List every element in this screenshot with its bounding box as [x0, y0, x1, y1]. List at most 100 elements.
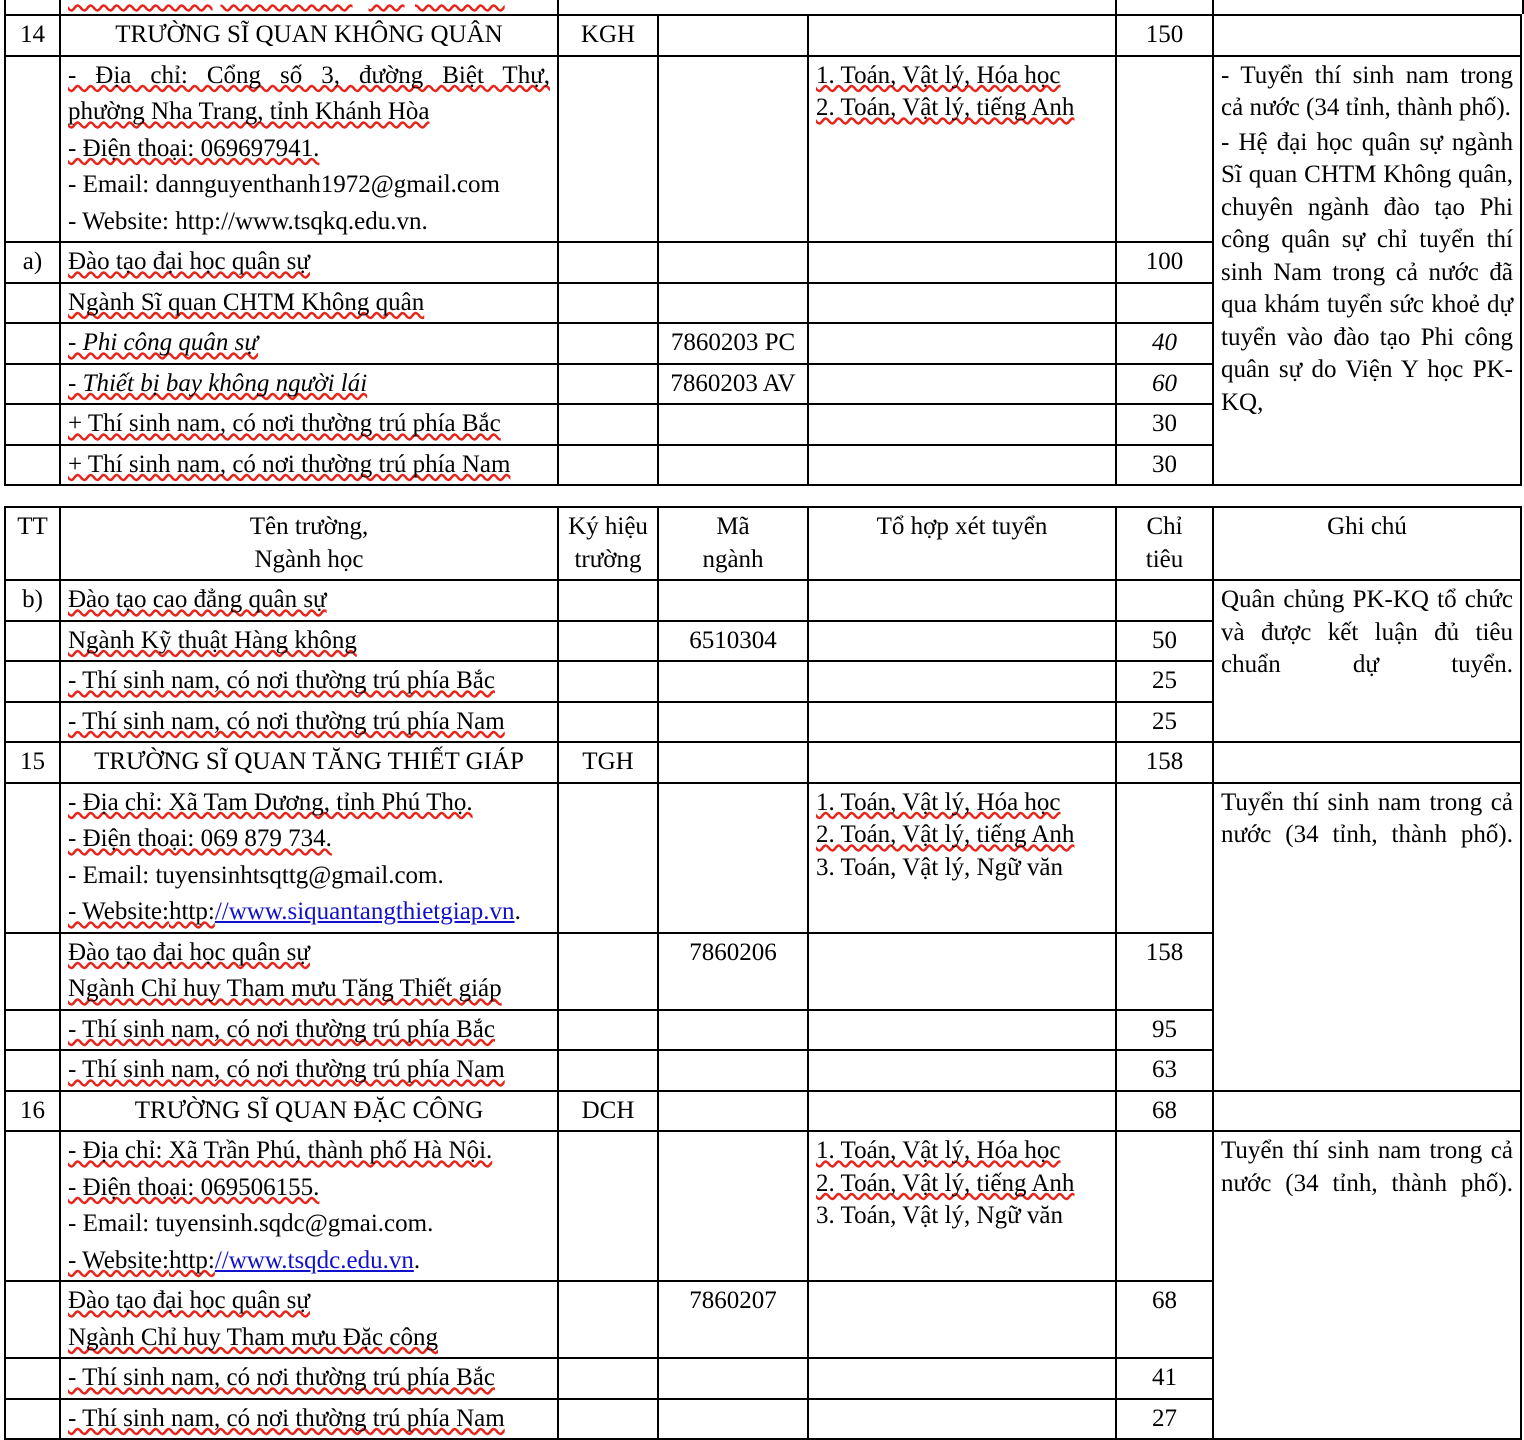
cell-tt: b): [4, 579, 61, 622]
contact-phone: - Điện thoại: 069 879 734.: [68, 825, 332, 852]
cell-school-symbol: [557, 362, 659, 405]
website-link[interactable]: //www.siquantangthietgiap.vn: [214, 898, 515, 925]
cell-quota: 95: [1115, 1008, 1214, 1051]
cell-combination: [807, 322, 1117, 365]
website-link[interactable]: http://www.tsqkq.edu.vn.: [175, 207, 428, 235]
cell-school-symbol: [557, 281, 659, 324]
contact-website: - Website: http://www.tsqkq.edu.vn.: [68, 207, 428, 235]
contact-email: - Email: dannguyenthanh1972@gmail.com: [68, 171, 500, 198]
table-row: - Thí sinh nam, có nơi thường trú phía B…: [4, 660, 1521, 703]
cell-tt: [4, 1130, 61, 1282]
cell-major-code: [657, 579, 809, 622]
cell-note-section-b: Quân chủng PK-KQ tổ chức và được kết luậ…: [1212, 579, 1522, 743]
table-row-contact: - Địa chỉ: Xã Trần Phú, thành phố Hà Nội…: [4, 1130, 1522, 1440]
table-row-program: Đào tạo đại học quân sự Ngành Chỉ huy Th…: [4, 931, 1521, 1011]
cell-combination: 1. Toán, Vật lý, Hóa học 2. Toán, Vật lý…: [807, 54, 1117, 243]
cell-school-symbol: [557, 1049, 659, 1092]
cell-tt: [4, 931, 61, 1011]
contact-address: - Địa chỉ: Xã Tam Dương, tỉnh Phú Thọ.: [68, 788, 473, 816]
cell-program-name: - Thí sinh nam, có nơi thường trú phía N…: [59, 1397, 559, 1440]
contact-email: - Email: tuyensinhtsqttg@gmail.com.: [68, 861, 444, 889]
cell-quota: 68: [1115, 1089, 1214, 1132]
cell-combination: [807, 443, 1117, 486]
cell-program-name: Đào tạo đại học quân sự Ngành Chỉ huy Th…: [59, 931, 559, 1011]
cell-combination: [807, 619, 1117, 662]
contact-website: - Website:http://www.siquantangthietgiap…: [68, 898, 521, 925]
cell-school-symbol: [557, 700, 659, 743]
cell-combination: [807, 1049, 1117, 1092]
cell-quota: 30: [1115, 443, 1214, 486]
cell-combination: [807, 281, 1117, 324]
contact-address-line1: - Địa chỉ: Cổng số 3, đường Biệt Thự,: [68, 61, 550, 89]
cell-school-name: TRƯỜNG SĨ QUAN TĂNG THIẾT GIÁP: [59, 741, 559, 784]
cell-combination: [807, 1089, 1117, 1132]
table-schools-15-16: TT Tên trường, Ngành học Ký hiệu trường …: [4, 506, 1522, 1440]
cell-school-symbol: [557, 1280, 659, 1359]
cell-note: [1212, 14, 1522, 57]
contact-website: - Website:http://www.tsqdc.edu.vn.: [68, 1246, 421, 1274]
table-row-contact: - Địa chỉ: Xã Tam Dương, tỉnh Phú Thọ. -…: [4, 781, 1522, 1092]
note-paragraph: - Hệ đại học quân sự ngành Sĩ quan CHTM …: [1221, 128, 1513, 416]
cell-school-name: TRƯỜNG SĨ QUAN KHÔNG QUÂN: [59, 14, 559, 57]
table-header-row: TT Tên trường, Ngành học Ký hiệu trường …: [4, 506, 1522, 581]
cell-tt: [4, 1008, 61, 1051]
clipped-top-row: - Thí sinh nam, có nơi thường trú phía N…: [4, 0, 1524, 14]
header-major-code: Mã ngành: [657, 506, 809, 581]
cell-school-symbol: [557, 322, 659, 365]
note-paragraph: Tuyển thí sinh nam trong cả nước (34 tỉn…: [1221, 788, 1513, 849]
cell-quota: [1115, 1130, 1214, 1282]
cell-quota: [1115, 54, 1214, 243]
cell-school-symbol: [557, 931, 659, 1011]
combination-item: 3. Toán, Vật lý, Ngữ văn: [816, 1202, 1063, 1229]
cell-school-symbol: [557, 403, 659, 446]
table-row: a) Đào tạo đại học quân sự 100: [4, 241, 1521, 284]
cell-school-symbol: [557, 579, 659, 622]
website-link[interactable]: //www.tsqdc.edu.vn: [214, 1246, 414, 1274]
cell-major-code: 6510304: [657, 619, 809, 662]
table-row: - Thiết bị bay không người lái 7860203 A…: [4, 362, 1521, 405]
note-paragraph: Tuyển thí sinh nam trong cả nước (34 tỉn…: [1221, 1137, 1513, 1197]
cell-major-code: [657, 781, 809, 934]
contact-email: - Email: tuyensinh.sqdc@gmai.com.: [68, 1210, 434, 1237]
cell-quota: 41: [1115, 1357, 1214, 1400]
cell-combination: [807, 931, 1117, 1011]
cell-school-symbol: [557, 241, 659, 284]
cell-school-symbol: [557, 1130, 659, 1282]
cell-quota: 158: [1115, 931, 1214, 1011]
combination-item: 1. Toán, Vật lý, Hóa học: [816, 788, 1061, 816]
cell-school-name: TRƯỜNG SĨ QUAN ĐẶC CÔNG: [59, 1089, 559, 1132]
cell-combination: 1. Toán, Vật lý, Hóa học 2. Toán, Vật lý…: [807, 781, 1117, 934]
cell-note: [1212, 741, 1522, 784]
cell-tt: [4, 1357, 61, 1400]
cell-tt: [4, 619, 61, 662]
table-row-section-b: b) Đào tạo cao đẳng quân sự Quân chủng P…: [4, 579, 1522, 743]
cell-combination: [807, 14, 1117, 57]
cell-program-name: Đào tạo đại học quân sự Ngành Chỉ huy Th…: [59, 1280, 559, 1359]
cell-quota: [1115, 281, 1214, 324]
cell-school-symbol: [557, 660, 659, 703]
cell-major-code: 7860203 AV: [657, 362, 809, 405]
cell-quota: 25: [1115, 660, 1214, 703]
cell-combination: [807, 1280, 1117, 1359]
cell-tt: [4, 660, 61, 703]
cell-school-symbol: [557, 54, 659, 243]
cell-note-school-15: Tuyển thí sinh nam trong cả nước (34 tỉn…: [1212, 781, 1522, 1092]
cell-combination: [807, 741, 1117, 784]
cell-combination: [807, 579, 1117, 622]
cell-program-name: - Thí sinh nam, có nơi thường trú phía N…: [59, 1049, 559, 1092]
header-tt: TT: [4, 506, 61, 581]
cell-contact-block: - Địa chỉ: Cổng số 3, đường Biệt Thự, ph…: [59, 54, 559, 243]
header-school-symbol: Ký hiệu trường: [557, 506, 659, 581]
cell-quota: 63: [1115, 1049, 1214, 1092]
cell-combination: [807, 241, 1117, 284]
cell-major-code: 7860207: [657, 1280, 809, 1359]
cell-tt: [4, 1280, 61, 1359]
cell-tt: [4, 700, 61, 743]
cell-major-code: [657, 241, 809, 284]
combination-item: 1. Toán, Vật lý, Hóa học: [816, 61, 1061, 89]
cell-quota: 50: [1115, 619, 1214, 662]
contact-address-line2: phường Nha Trang, tỉnh Khánh Hòa: [68, 98, 430, 125]
note-paragraph: - Tuyển thí sinh nam trong cả nước (34 t…: [1221, 61, 1513, 122]
cell-major-code: [657, 1357, 809, 1400]
cell-program-name: + Thí sinh nam, có nơi thường trú phía N…: [59, 443, 559, 486]
